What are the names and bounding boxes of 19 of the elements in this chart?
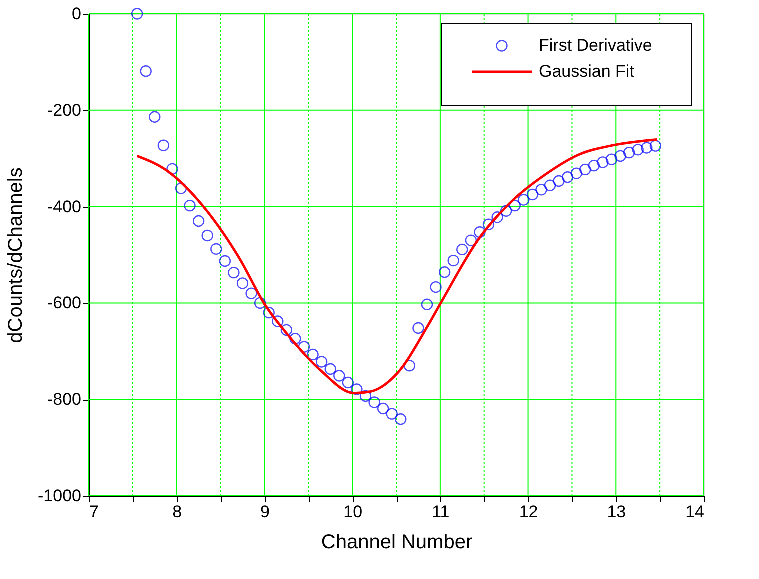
y-tick-label: -400	[47, 197, 82, 216]
y-axis-title: dCounts/dChannels	[5, 168, 28, 344]
x-tick-label: 11	[432, 502, 450, 522]
x-tick-label: 8	[172, 502, 182, 522]
y-tick-label: -1000	[38, 486, 82, 506]
y-tick-label: 0	[72, 4, 82, 24]
y-tick-label: -200	[47, 100, 82, 120]
line-series	[136, 138, 659, 395]
legend-label: First Derivative	[539, 36, 652, 55]
x-tick-label: 7	[90, 502, 99, 522]
x-tick-label: 13	[607, 502, 626, 522]
y-tick-label: -800	[47, 390, 82, 410]
legend-label: Gaussian Fit	[539, 62, 635, 81]
x-tick-label: 9	[260, 502, 270, 522]
x-tick-label: 12	[519, 502, 538, 522]
x-tick-label: 10	[344, 502, 363, 522]
x-tick-label: 14	[686, 502, 704, 522]
x-axis-title: Channel Number	[321, 532, 473, 554]
y-tick-label: -600	[47, 294, 82, 313]
